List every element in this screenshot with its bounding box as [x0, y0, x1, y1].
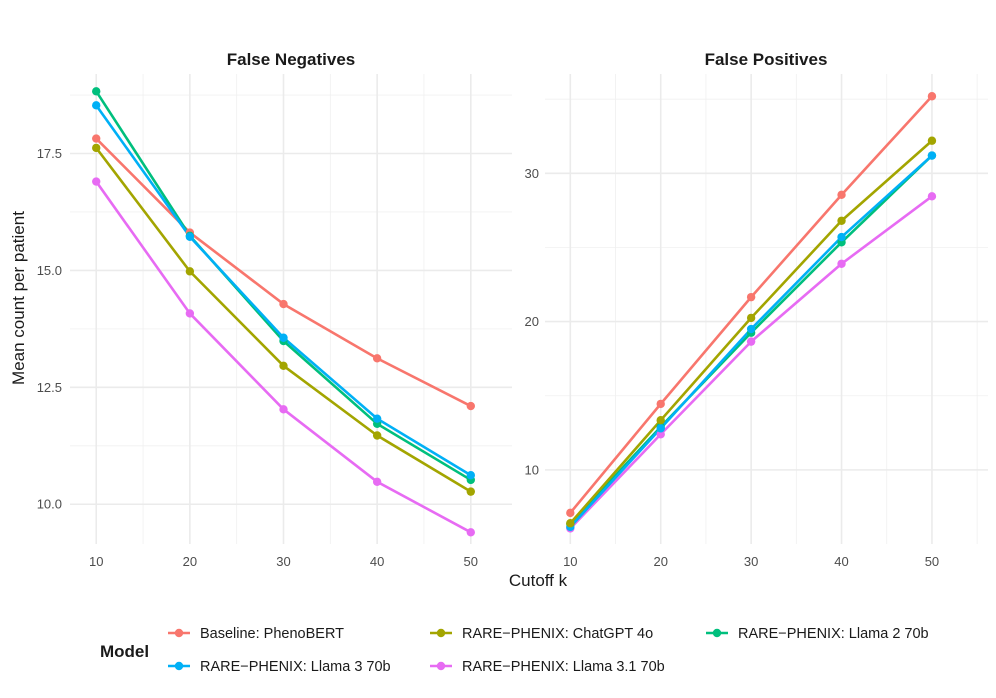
- data-point-rare-phenix-llama-3-1-70b: [92, 177, 101, 186]
- data-point-baseline-phenobert: [927, 92, 937, 101]
- data-point-rare-phenix-llama-3-70b: [279, 333, 288, 342]
- data-point-baseline-phenobert: [466, 401, 475, 411]
- legend-key-point-baseline-phenobert: [174, 628, 184, 638]
- legend-key-point-rare-phenix-chatgpt-4o: [436, 628, 446, 638]
- x-tick-label: 20: [653, 554, 667, 569]
- x-axis-title: Cutoff k: [509, 571, 568, 590]
- x-tick-label: 10: [563, 554, 577, 569]
- x-tick-label: 50: [925, 554, 939, 569]
- data-point-rare-phenix-llama-3-70b: [837, 232, 846, 242]
- y-axis-title: Mean count per patient: [9, 211, 28, 385]
- y-tick-label: 10: [525, 462, 539, 477]
- data-point-rare-phenix-chatgpt-4o: [185, 267, 195, 276]
- data-point-rare-phenix-chatgpt-4o: [566, 519, 575, 528]
- legend-key-point-rare-phenix-llama-3-1-70b: [436, 661, 446, 671]
- y-tick-label: 30: [525, 166, 539, 181]
- data-point-rare-phenix-chatgpt-4o: [746, 313, 756, 323]
- data-point-rare-phenix-llama-2-70b: [92, 87, 101, 96]
- data-point-rare-phenix-chatgpt-4o: [837, 216, 846, 225]
- data-point-rare-phenix-chatgpt-4o: [372, 431, 382, 440]
- panel-title: False Positives: [705, 50, 828, 69]
- panel-false-positives: 10 20 30 10 20 30 40 50 False Positives: [525, 50, 988, 569]
- data-point-rare-phenix-llama-3-1-70b: [466, 528, 475, 537]
- data-point-rare-phenix-llama-3-1-70b: [185, 309, 195, 318]
- legend: Model Baseline: PhenoBERT RARE−PHENIX: Ch…: [100, 626, 929, 675]
- y-tick-label: 15.0: [37, 263, 62, 278]
- x-tick-label: 20: [183, 554, 197, 569]
- data-point-rare-phenix-chatgpt-4o: [656, 415, 665, 425]
- data-point-rare-phenix-llama-3-70b: [927, 151, 937, 160]
- data-point-baseline-phenobert: [566, 508, 575, 518]
- x-tick-label: 30: [276, 554, 290, 569]
- data-point-baseline-phenobert: [837, 190, 846, 200]
- data-point-rare-phenix-llama-3-1-70b: [746, 337, 756, 346]
- data-point-rare-phenix-chatgpt-4o: [92, 143, 101, 153]
- data-point-rare-phenix-llama-3-1-70b: [927, 192, 937, 201]
- data-point-baseline-phenobert: [92, 134, 101, 143]
- data-point-rare-phenix-llama-3-70b: [466, 471, 475, 480]
- data-point-baseline-phenobert: [746, 292, 756, 302]
- panel-title: False Negatives: [227, 50, 356, 69]
- data-point-rare-phenix-chatgpt-4o: [279, 361, 288, 371]
- legend-label-rare-phenix-llama-3-1-70b: RARE−PHENIX: Llama 3.1 70b: [462, 659, 665, 675]
- data-point-baseline-phenobert: [656, 399, 665, 409]
- data-point-rare-phenix-llama-3-70b: [92, 101, 101, 110]
- y-tick-label: 10.0: [37, 497, 62, 512]
- y-tick-label: 17.5: [37, 146, 62, 161]
- x-tick-label: 30: [744, 554, 758, 569]
- legend-label-rare-phenix-llama-3-70b: RARE−PHENIX: Llama 3 70b: [200, 659, 391, 675]
- legend-label-rare-phenix-llama-2-70b: RARE−PHENIX: Llama 2 70b: [738, 626, 929, 642]
- legend-label-baseline-phenobert: Baseline: PhenoBERT: [200, 626, 344, 642]
- data-point-rare-phenix-chatgpt-4o: [927, 136, 937, 145]
- legend-label-rare-phenix-chatgpt-4o: RARE−PHENIX: ChatGPT 4o: [462, 626, 653, 642]
- data-point-baseline-phenobert: [279, 299, 288, 309]
- legend-key-point-rare-phenix-llama-3-70b: [174, 661, 184, 671]
- panel-false-negatives: 10.0 12.5 15.0 17.5 10 20 30 40 50 False Negative…: [37, 50, 512, 569]
- data-point-rare-phenix-llama-3-70b: [185, 232, 195, 241]
- data-point-rare-phenix-llama-3-70b: [656, 424, 665, 433]
- y-tick-label: 12.5: [37, 380, 62, 395]
- legend-key-point-rare-phenix-llama-2-70b: [712, 628, 722, 638]
- x-tick-label: 50: [464, 554, 478, 569]
- data-point-rare-phenix-llama-3-1-70b: [279, 405, 288, 414]
- data-point-rare-phenix-chatgpt-4o: [466, 487, 475, 496]
- data-point-rare-phenix-llama-3-1-70b: [372, 477, 382, 487]
- data-point-rare-phenix-llama-3-1-70b: [656, 430, 665, 439]
- x-tick-label: 40: [370, 554, 384, 569]
- x-tick-label: 10: [89, 554, 103, 569]
- data-point-baseline-phenobert: [372, 354, 382, 363]
- data-point-rare-phenix-llama-3-1-70b: [837, 259, 846, 268]
- y-tick-label: 20: [525, 314, 539, 329]
- data-point-rare-phenix-llama-3-70b: [372, 414, 382, 423]
- data-point-rare-phenix-llama-3-70b: [746, 324, 756, 334]
- legend-title: Model: [100, 642, 149, 661]
- x-tick-label: 40: [834, 554, 848, 569]
